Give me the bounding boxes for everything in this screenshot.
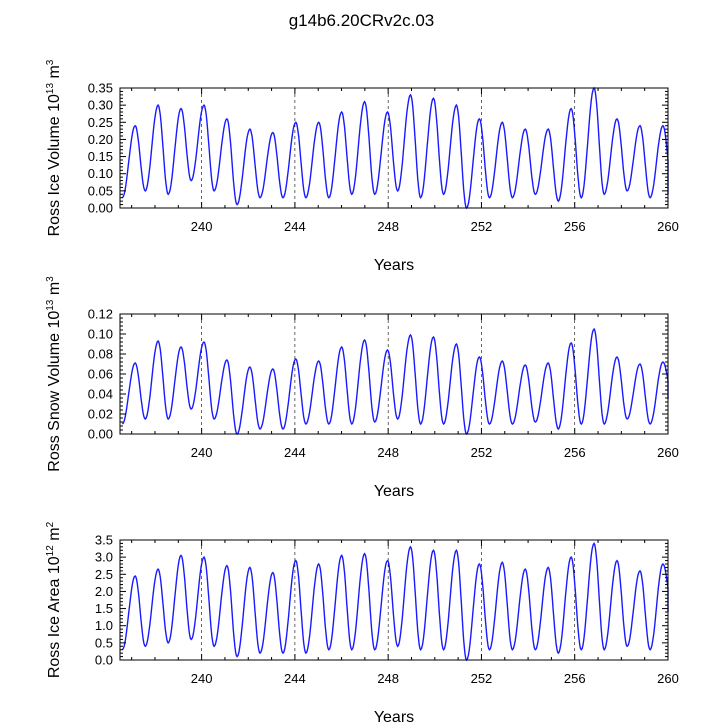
x-tick-label: 240 — [191, 219, 213, 234]
y-axis-label-part: m — [46, 282, 63, 300]
x-tick-label: 260 — [657, 671, 679, 686]
y-tick-label: 0.20 — [88, 132, 113, 147]
chart-panel-2: 240 244 248 252 256 260 0.00 0.02 0.04 0.06 0.08 0.… — [45, 276, 679, 500]
y-tick-label: 0.10 — [88, 166, 113, 181]
x-tick-label: 252 — [471, 671, 493, 686]
x-tick-label: 252 — [471, 219, 493, 234]
plot-frame — [119, 87, 669, 209]
y-axis-label-part: Ross Snow Volume 10 — [46, 311, 63, 472]
x-axis-label: Years — [374, 483, 414, 500]
x-tick-label: 240 — [191, 671, 213, 686]
data-series-line — [121, 86, 669, 210]
y-tick-label: 0.04 — [88, 387, 113, 402]
y-tick-label: 0.35 — [88, 81, 113, 96]
y-tick-label: 3.0 — [95, 550, 113, 565]
y-axis-label-part: 13 — [45, 299, 56, 311]
x-tick-label: 248 — [377, 671, 399, 686]
x-tick-label: 248 — [377, 219, 399, 234]
x-axis-label: Years — [374, 257, 414, 274]
x-tick-label: 256 — [564, 219, 586, 234]
y-tick-label: 0.08 — [88, 347, 113, 362]
y-axis-label-part: 12 — [45, 545, 56, 557]
y-tick-label: 0.5 — [95, 635, 113, 650]
chart-title: g14b6.20CRv2c.03 — [289, 11, 435, 30]
y-tick-label: 0.12 — [88, 307, 113, 322]
x-tick-label: 260 — [657, 219, 679, 234]
plot-frame — [119, 539, 669, 661]
y-axis-label-part: 13 — [45, 83, 56, 95]
y-axis-label-part: Ross Ice Volume 10 — [46, 94, 63, 236]
y-axis-label-part: 2 — [45, 521, 56, 527]
y-axis-label-part: m — [46, 527, 63, 545]
y-tick-label: 2.5 — [95, 567, 113, 582]
x-tick-label: 248 — [377, 445, 399, 460]
y-axis-label-part: Ross Ice Area 10 — [46, 556, 63, 678]
data-series-line — [121, 327, 669, 436]
y-tick-label: 0.00 — [88, 201, 113, 216]
x-tick-label: 256 — [564, 671, 586, 686]
x-axis-label: Years — [374, 709, 414, 723]
y-tick-label: 0.05 — [88, 183, 113, 198]
y-tick-label: 0.00 — [88, 427, 113, 442]
y-tick-label: 0.15 — [88, 149, 113, 164]
data-series-line — [121, 541, 669, 662]
y-axis-label: Ross Ice Volume 1013 m3 — [45, 59, 63, 236]
x-tick-label: 240 — [191, 445, 213, 460]
x-tick-label: 244 — [284, 671, 306, 686]
y-tick-label: 2.0 — [95, 584, 113, 599]
y-tick-label: 1.0 — [95, 618, 113, 633]
y-tick-label: 0.02 — [88, 407, 113, 422]
y-tick-label: 0.25 — [88, 115, 113, 130]
y-tick-label: 0.06 — [88, 367, 113, 382]
x-tick-label: 256 — [564, 445, 586, 460]
plot-frame — [119, 313, 669, 435]
y-axis-label-part: 3 — [45, 276, 56, 282]
chart-panel-3: 240 244 248 252 256 260 0.0 0.5 1.0 1.5 2.0 2.5 3.0 3… — [45, 521, 679, 723]
y-axis-label-part: 3 — [45, 59, 56, 65]
x-tick-label: 244 — [284, 219, 306, 234]
chart-panel-1: 240 244 248 252 256 260 0.00 0.05 0.10 0.15 0.20 0.… — [45, 59, 679, 274]
x-tick-label: 252 — [471, 445, 493, 460]
y-axis-label: Ross Snow Volume 1013 m3 — [45, 276, 63, 472]
y-tick-label: 0.10 — [88, 327, 113, 342]
y-tick-label: 3.5 — [95, 533, 113, 548]
y-tick-label: 0.0 — [95, 653, 113, 668]
x-tick-label: 244 — [284, 445, 306, 460]
y-axis-label-part: m — [46, 65, 63, 83]
x-tick-label: 260 — [657, 445, 679, 460]
y-tick-label: 0.30 — [88, 98, 113, 113]
y-tick-label: 1.5 — [95, 601, 113, 616]
y-axis-label: Ross Ice Area 1012 m2 — [45, 521, 63, 678]
